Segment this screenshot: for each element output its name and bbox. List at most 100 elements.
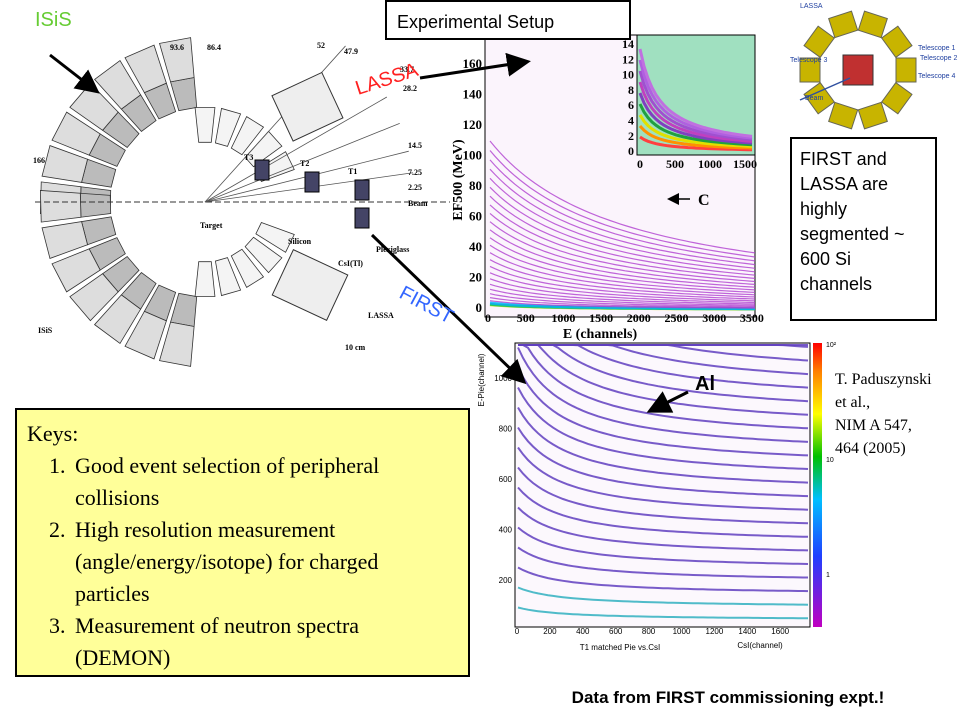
data-band: [517, 466, 809, 525]
arrow: [49, 53, 100, 94]
keys-title: Keys:: [27, 421, 79, 446]
x-tick-label: 500: [517, 311, 535, 325]
detector-segment: [94, 59, 142, 110]
detector-label: CsI(Tl): [338, 259, 363, 268]
arrow: [370, 233, 527, 385]
x-tick-label: 2000: [627, 311, 651, 325]
data-band: [489, 293, 755, 307]
detector-segment: [39, 190, 82, 223]
detector-segment: [214, 257, 242, 297]
inset-band: [639, 135, 752, 152]
angle-line: [204, 122, 400, 203]
inset-y-tick: 4: [628, 114, 634, 128]
schematic-label: Telescope 1: [918, 45, 955, 52]
inset-y-tick: 8: [628, 83, 634, 97]
data-band: [517, 526, 809, 565]
data-band: [489, 186, 756, 273]
y-tick-label: 1000: [494, 374, 512, 383]
data-band: [489, 283, 756, 305]
detector-segment: [79, 192, 112, 218]
detector-label: 86.4: [207, 43, 221, 52]
y-tick-label: 140: [463, 87, 483, 102]
x-tick-label: 600: [609, 627, 623, 636]
inset-band: [638, 92, 753, 145]
reference-line: NIM A 547,: [835, 417, 912, 434]
colorbar-label: 10: [826, 457, 834, 464]
telescope: [254, 159, 270, 181]
plot-first: 1000 800 600 400 200 0 200 400 600 800 1000 1200 140…: [477, 342, 837, 652]
detector-label: Beam: [408, 199, 428, 208]
detector-label: T3: [244, 153, 253, 162]
inset-x-tick: 500: [666, 157, 684, 171]
detector-segment: [69, 273, 119, 322]
beam-line: [799, 77, 851, 101]
schematic-label: Telescope 3: [790, 57, 827, 64]
key-item: Good event selection of peripheral colli…: [71, 450, 458, 514]
y-tick-label: 800: [499, 425, 513, 434]
data-band: [489, 278, 756, 304]
plot-frame: [514, 342, 811, 628]
detector-segment: [170, 292, 198, 327]
data-band: [489, 252, 756, 296]
detector-segment: [51, 248, 101, 293]
inset-y-tick: 0: [628, 144, 634, 158]
detector-segment: [159, 321, 195, 367]
inset-band: [638, 114, 753, 148]
data-band: [489, 159, 756, 262]
detector-label: T2: [300, 159, 309, 168]
telescope: [354, 179, 370, 201]
data-band: [489, 237, 756, 291]
y-tick-label: 60: [469, 209, 482, 224]
data-band: [489, 140, 756, 254]
lassa-module: [880, 25, 913, 59]
inset-band: [638, 59, 753, 140]
data-band: [517, 387, 809, 470]
x-tick-label: 3500: [740, 311, 764, 325]
telescope: [354, 207, 370, 229]
detector-segment: [244, 236, 283, 274]
data-band: [517, 586, 809, 606]
data-band: [517, 606, 808, 620]
data-band: [489, 212, 756, 283]
lassa-box: [271, 71, 344, 142]
x-tick-label: 400: [576, 627, 590, 636]
data-band: [489, 259, 756, 298]
data-band: [517, 347, 809, 443]
data-band: [517, 406, 809, 484]
inset-y-tick: 12: [622, 52, 634, 66]
y-tick-label: 600: [499, 475, 513, 484]
key-item: High resolution measurement (angle/energ…: [71, 514, 458, 610]
data-band: [489, 150, 756, 258]
lassa-module: [799, 57, 821, 83]
reference-line: 464 (2005): [835, 440, 906, 457]
y-tick-label: 0: [476, 300, 483, 315]
x-axis-label: E (channels): [563, 327, 638, 342]
keys-list: Good event selection of peripheral colli…: [27, 450, 458, 674]
detector-segment: [159, 37, 195, 83]
x-tick-label: 0: [515, 627, 520, 636]
label-lassa: LASSA: [353, 59, 422, 100]
detector-label: Silicon: [288, 237, 312, 246]
telescope: [304, 171, 320, 193]
detector-label: Target: [200, 221, 223, 230]
data-band: [517, 506, 809, 552]
x-tick-label: 0: [485, 311, 491, 325]
lassa-module: [880, 81, 913, 115]
inset-band: [638, 48, 753, 138]
inset-y-tick: 2: [628, 129, 634, 143]
x-tick-label: 800: [642, 627, 656, 636]
lassa-module: [857, 101, 888, 130]
angle-line: [204, 96, 388, 203]
data-band: [518, 344, 809, 430]
detector-label: ISiS: [38, 326, 53, 335]
detector-segment: [230, 248, 265, 288]
data-band: [489, 297, 755, 308]
y-axis-label: EF500 (MeV): [451, 139, 466, 221]
y-tick-label: 100: [463, 148, 483, 163]
inset-band: [638, 70, 753, 142]
telescope-core: [842, 54, 874, 86]
arrow: [419, 52, 531, 80]
detector-label: 2.25: [408, 183, 422, 192]
detector-segment: [194, 107, 216, 143]
